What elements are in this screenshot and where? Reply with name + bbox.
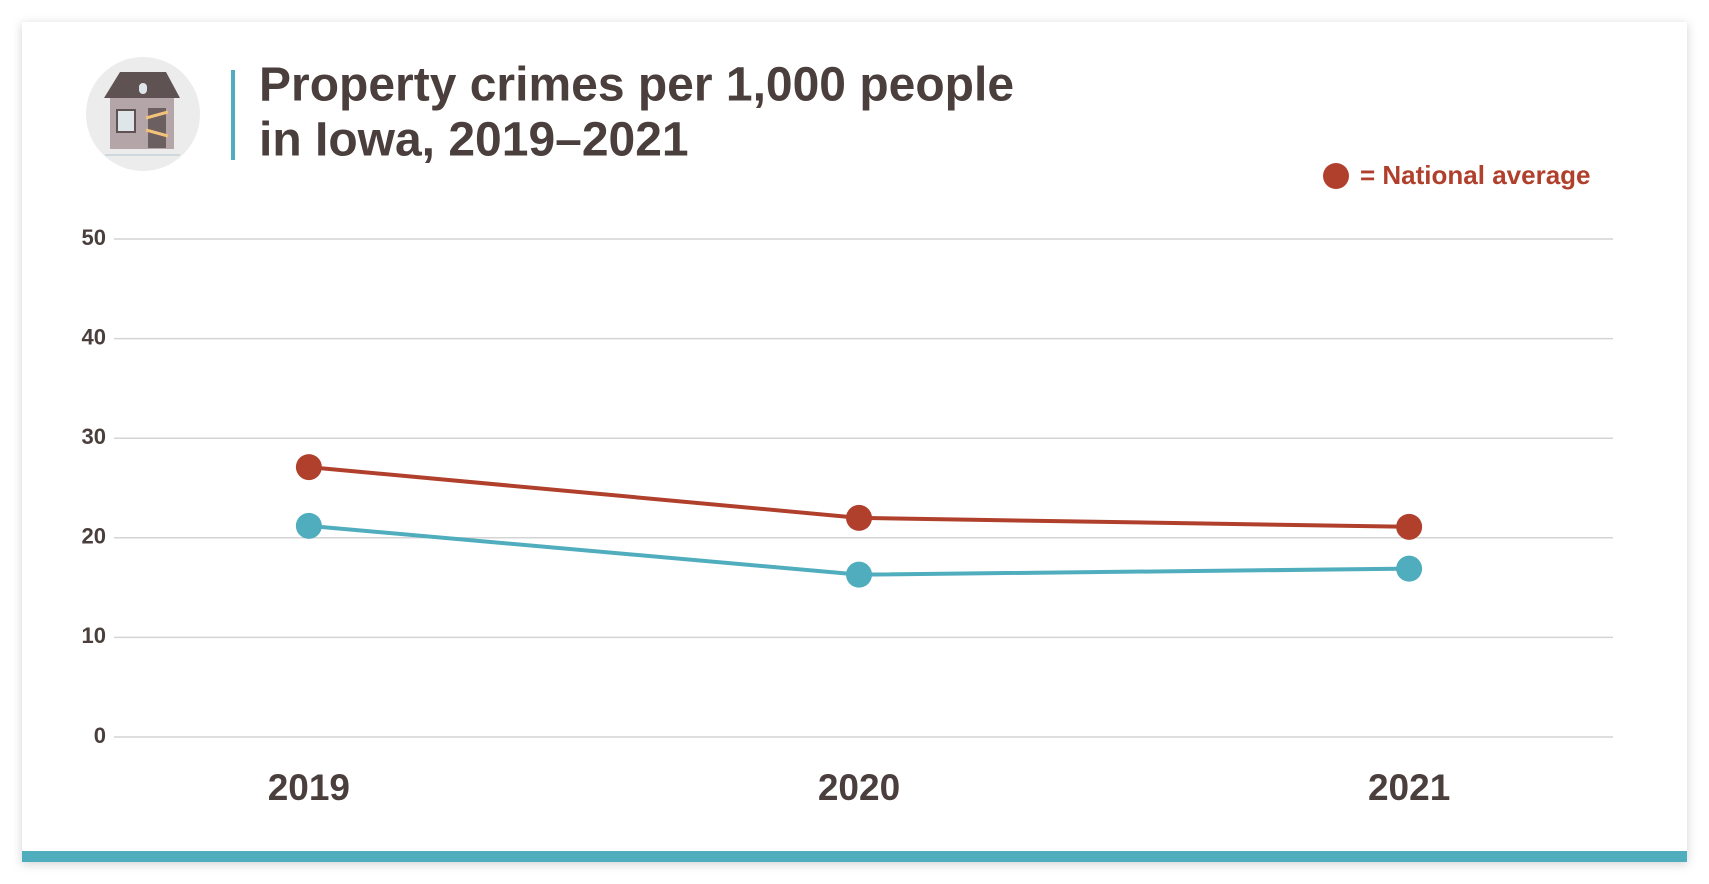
x-tick-label: 2020 bbox=[818, 767, 900, 808]
x-tick-label: 2021 bbox=[1368, 767, 1450, 808]
point bbox=[1396, 513, 1423, 540]
x-tick-label: 2019 bbox=[268, 767, 350, 808]
icon bbox=[86, 57, 200, 171]
point bbox=[1396, 555, 1423, 582]
legend-label: = National average bbox=[1360, 160, 1591, 190]
chart-title: Property crimes per 1,000 people bbox=[259, 59, 1014, 112]
point bbox=[295, 512, 322, 539]
y-tick-label: 40 bbox=[82, 324, 106, 349]
y-tick-label: 50 bbox=[82, 225, 106, 250]
card-accent bbox=[22, 851, 1687, 862]
y-tick-label: 30 bbox=[82, 424, 106, 449]
y-tick-label: 0 bbox=[94, 723, 106, 748]
card bbox=[22, 22, 1687, 862]
y-tick-label: 20 bbox=[82, 524, 106, 549]
legend-marker bbox=[1323, 163, 1349, 189]
point bbox=[846, 561, 873, 588]
y-tick-label: 10 bbox=[82, 623, 106, 648]
chart-title: in Iowa, 2019–2021 bbox=[259, 114, 689, 167]
point bbox=[846, 504, 873, 531]
point bbox=[295, 454, 322, 481]
